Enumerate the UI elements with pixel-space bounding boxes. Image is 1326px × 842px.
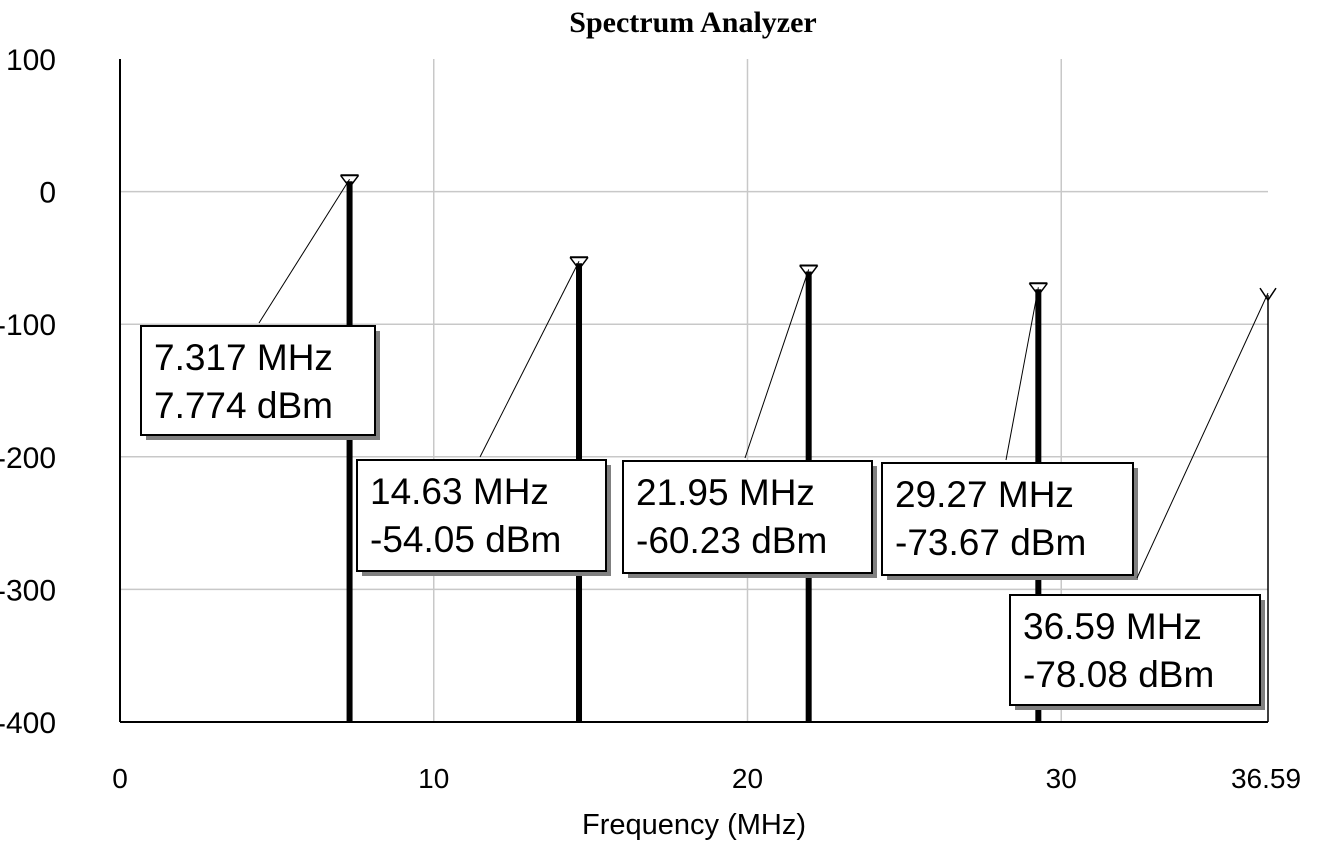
annotation-leader [1136, 292, 1269, 579]
annotation-box [881, 462, 1134, 576]
x-axis-label: Frequency (MHz) [582, 809, 806, 841]
x-tick-label: 0 [112, 763, 128, 794]
annotation-level: 7.774 dBm [154, 385, 333, 426]
annotation-frequency: 36.59 MHz [1023, 606, 1202, 647]
y-tick-label: -100 [0, 309, 56, 342]
annotation-frequency: 14.63 MHz [370, 471, 549, 512]
annotation-box [622, 460, 873, 574]
chart-title: Spectrum Analyzer [569, 6, 817, 39]
x-tick-label: 10 [418, 763, 449, 794]
y-tick-label: -300 [0, 574, 56, 607]
annotation-leader [744, 269, 810, 459]
peak-marker [1028, 282, 1048, 297]
annotation-frequency: 7.317 MHz [154, 337, 333, 378]
annotation-level: -73.67 dBm [895, 522, 1086, 563]
y-tick-label: -400 [0, 707, 56, 740]
peak-marker [569, 256, 589, 271]
annotation-box [140, 325, 376, 436]
annotation-box [1009, 594, 1261, 706]
annotation-frequency: 21.95 MHz [636, 472, 815, 513]
y-tick-label: 100 [6, 44, 56, 77]
annotation-box [356, 459, 607, 572]
peak-marker [799, 265, 819, 279]
annotation-leader [479, 261, 580, 458]
annotation-level: -60.23 dBm [636, 520, 827, 561]
y-tick-label: -200 [0, 442, 56, 475]
y-tick-label: 0 [39, 177, 56, 210]
annotation-level: -78.08 dBm [1023, 654, 1214, 695]
peak-marker [1259, 287, 1277, 302]
peak-marker [339, 174, 360, 189]
annotation-level: -54.05 dBm [370, 519, 561, 560]
annotation-frequency: 29.27 MHz [895, 474, 1074, 515]
annotation-leader [258, 179, 350, 324]
x-tick-label: 20 [732, 763, 763, 794]
x-tick-label: 36.59 [1231, 763, 1301, 794]
annotation-leader [1005, 287, 1039, 461]
x-tick-label: 30 [1046, 763, 1077, 794]
